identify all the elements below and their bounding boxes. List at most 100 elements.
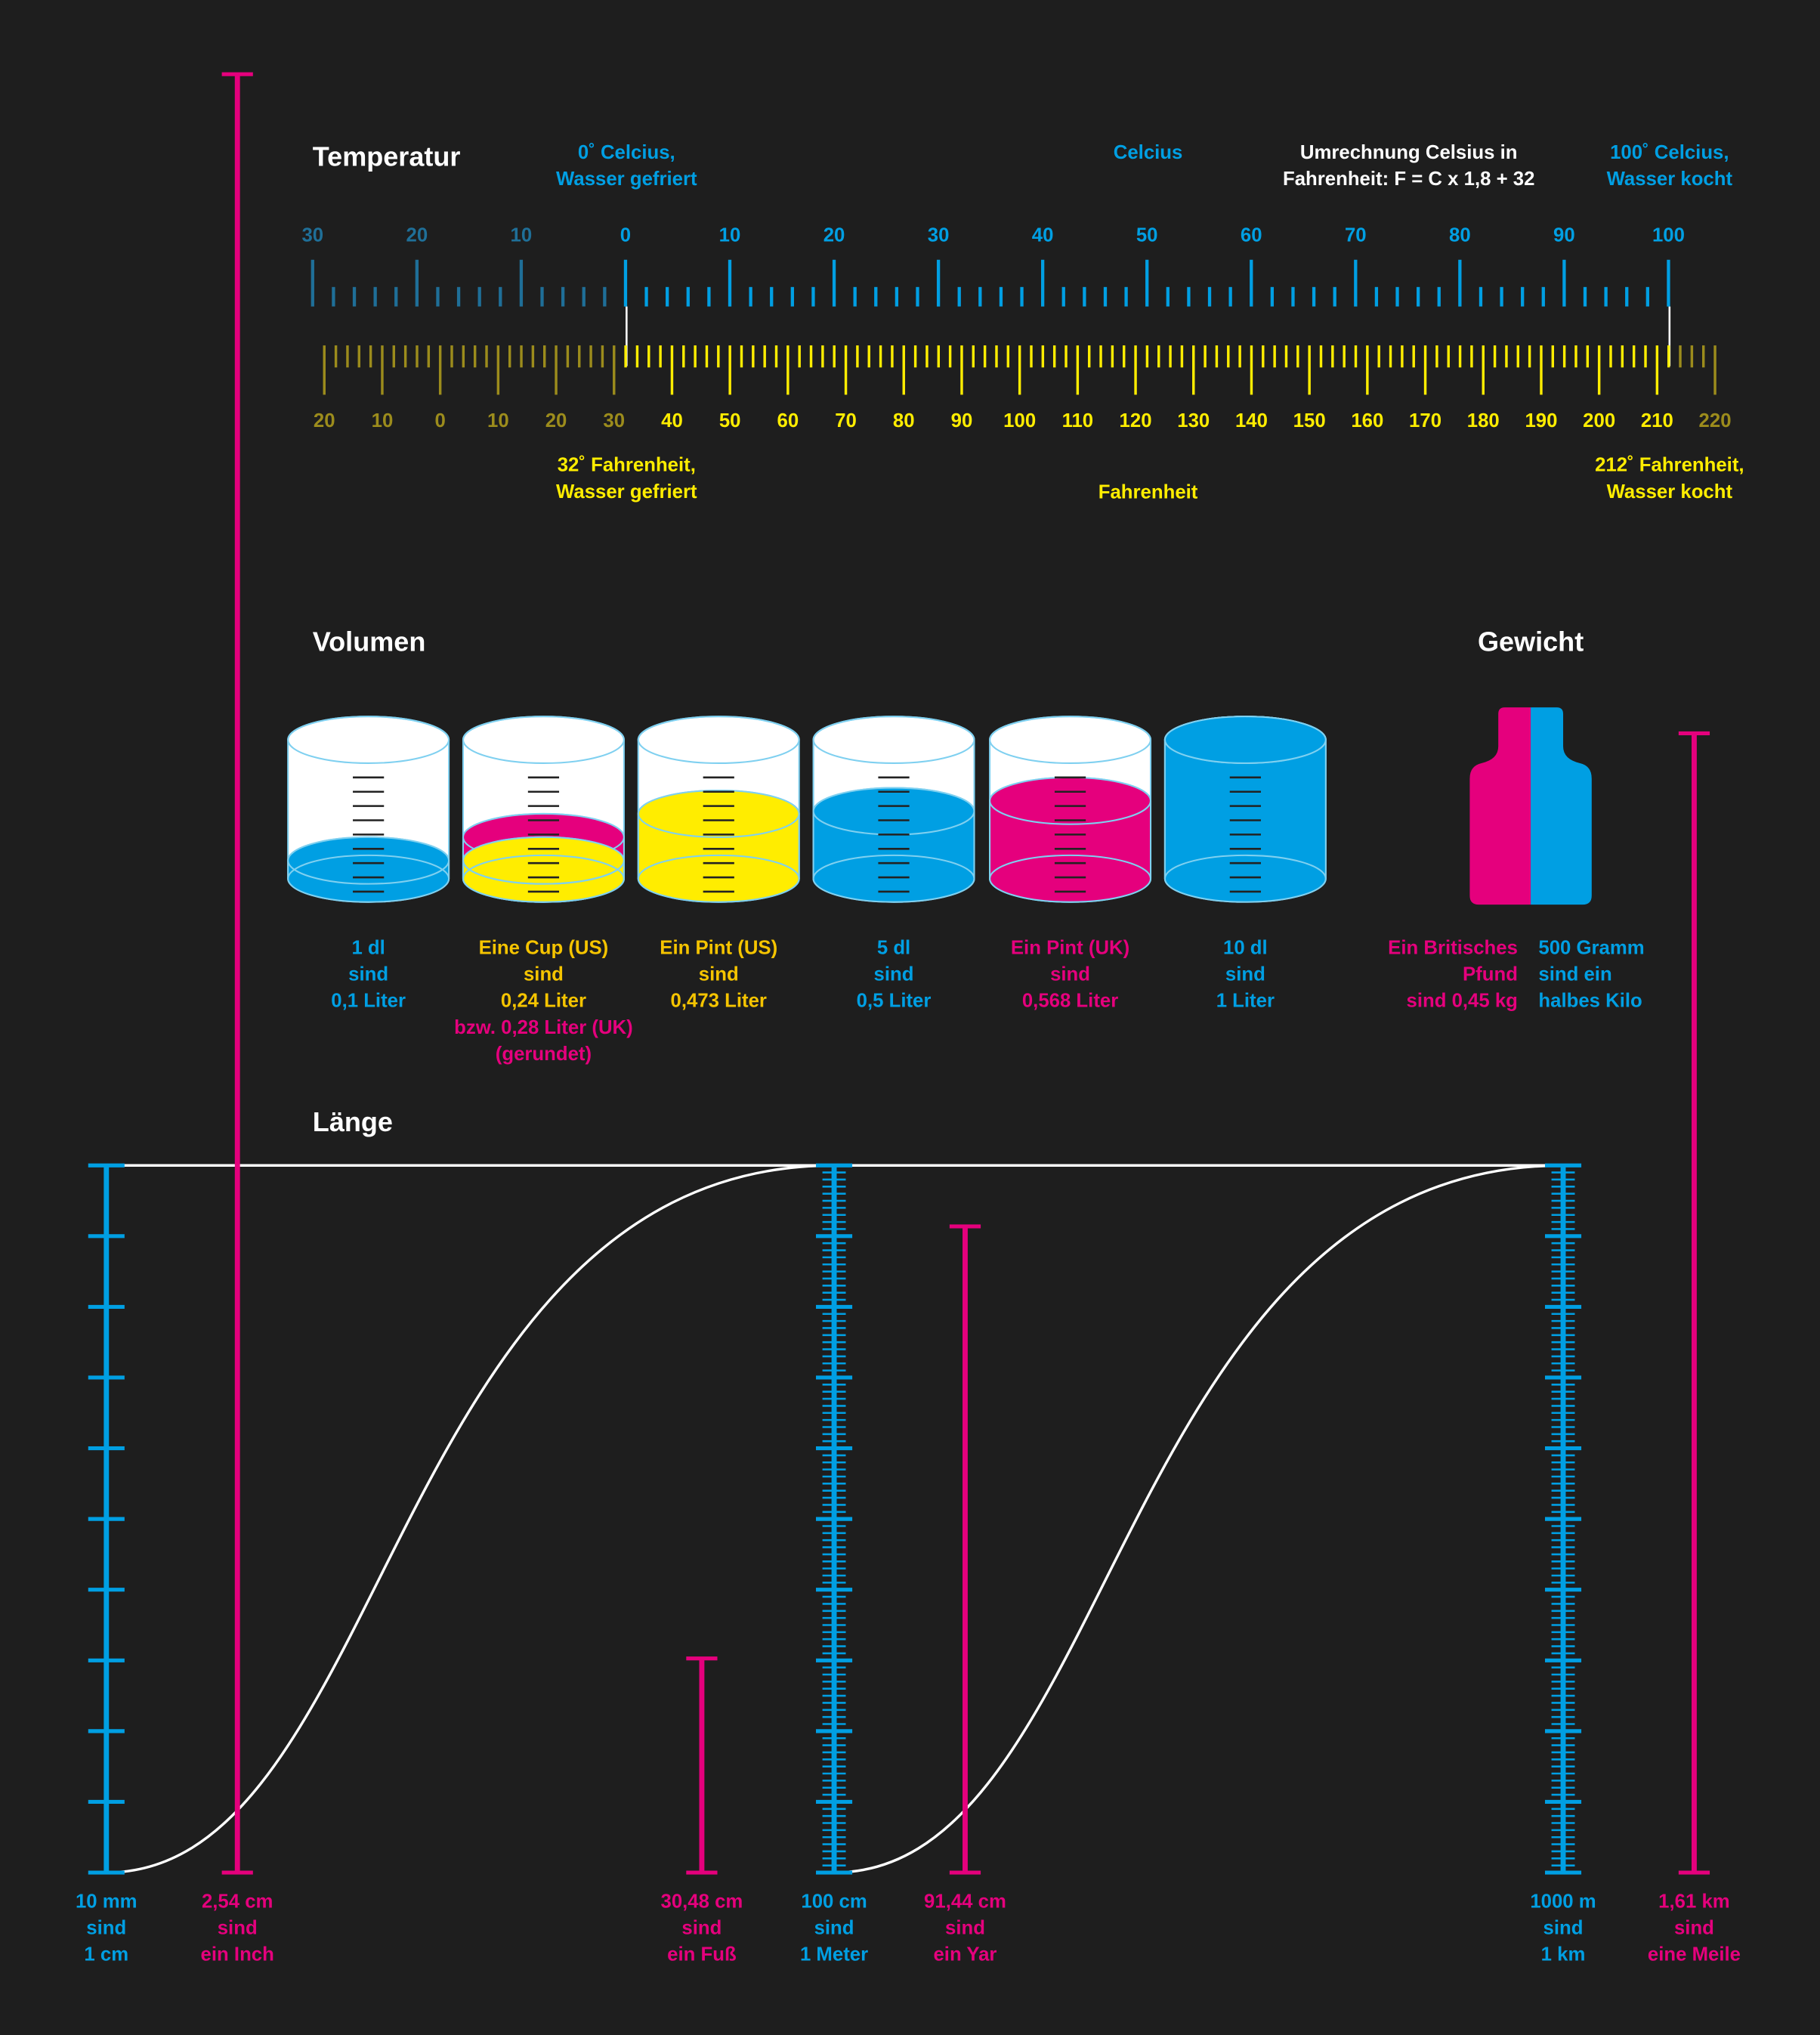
caption: 0,473 Liter: [671, 991, 767, 1012]
caption: 10 mm: [76, 1891, 138, 1912]
celsius-tick-label: 50: [1136, 225, 1158, 246]
section-title: Länge: [313, 1106, 393, 1137]
caption: ein Yar: [933, 1944, 997, 1965]
section-title: Temperatur: [313, 141, 461, 172]
beaker-rim: [287, 716, 450, 764]
annotation: 212˚ Fahrenheit,: [1595, 455, 1744, 476]
scale-label: Celcius: [1114, 142, 1183, 163]
liquid-surface: [287, 836, 450, 885]
fahrenheit-tick-label: 10: [487, 410, 509, 431]
caption: 1 cm: [84, 1944, 128, 1965]
celsius-tick-label: 30: [928, 225, 950, 246]
caption: sind: [1674, 1918, 1714, 1939]
fahrenheit-tick-label: 80: [893, 410, 915, 431]
celsius-tick-label: 30: [301, 225, 323, 246]
celsius-tick-label: 40: [1032, 225, 1054, 246]
liquid-boundary: [462, 860, 625, 885]
caption: sind: [1050, 963, 1090, 985]
fahrenheit-tick-label: 210: [1641, 410, 1673, 431]
fahrenheit-tick-label: 120: [1120, 410, 1152, 431]
beaker-rim: [989, 716, 1152, 764]
weight-left: [1469, 697, 1531, 905]
caption: ein Inch: [201, 1944, 274, 1965]
caption: Eine Cup (US): [479, 937, 609, 958]
fahrenheit-tick-label: 70: [835, 410, 857, 431]
fahrenheit-tick-label: 150: [1293, 410, 1326, 431]
caption: 500 Gramm: [1538, 937, 1644, 958]
fahrenheit-tick-label: 130: [1177, 410, 1210, 431]
fahrenheit-tick-label: 160: [1351, 410, 1383, 431]
fahrenheit-tick-label: 110: [1062, 410, 1094, 431]
weight-right: [1531, 697, 1592, 905]
celsius-tick-label: 90: [1553, 225, 1575, 246]
annotation: Wasser gefriert: [556, 481, 697, 503]
caption: 0,568 Liter: [1022, 991, 1118, 1012]
caption: 100 cm: [801, 1891, 867, 1912]
fahrenheit-tick-label: 10: [372, 410, 394, 431]
caption: sind: [814, 1918, 854, 1939]
fahrenheit-tick-label: 100: [1003, 410, 1036, 431]
fahrenheit-tick-label: 20: [314, 410, 335, 431]
beaker-base: [287, 854, 450, 879]
caption: sind: [86, 1918, 126, 1939]
fahrenheit-tick-label: 30: [603, 410, 625, 431]
caption: sind: [524, 963, 564, 985]
scale-label: Fahrenheit: [1098, 482, 1198, 503]
caption: 1,61 km: [1658, 1891, 1730, 1912]
caption: eine Meile: [1648, 1944, 1741, 1965]
caption: sind: [218, 1918, 258, 1939]
caption: sind: [348, 963, 388, 985]
liquid-surface: [812, 787, 975, 836]
fahrenheit-tick-label: 60: [777, 410, 799, 431]
beaker-base: [462, 854, 625, 879]
fahrenheit-tick-label: 20: [545, 410, 567, 431]
fahrenheit-tick-label: 190: [1525, 410, 1557, 431]
caption: 5 dl: [877, 937, 910, 958]
liquid-surface: [637, 789, 800, 838]
caption: 0,24 Liter: [501, 991, 586, 1012]
fahrenheit-tick-label: 140: [1235, 410, 1268, 431]
caption: sind 0,45 kg: [1407, 991, 1518, 1012]
caption: sind: [1543, 1918, 1584, 1939]
caption: 1 Meter: [800, 1944, 868, 1965]
annotation: Wasser gefriert: [556, 169, 697, 190]
celsius-tick-label: 10: [719, 225, 741, 246]
beaker-rim: [1163, 716, 1327, 764]
caption: ein Fuß: [667, 1944, 737, 1965]
caption: bzw. 0,28 Liter (UK): [454, 1017, 633, 1038]
annotation: 0˚ Celcius,: [578, 142, 675, 163]
celsius-tick-label: 60: [1241, 225, 1262, 246]
caption: 91,44 cm: [924, 1891, 1006, 1912]
beaker-rim: [812, 716, 975, 764]
caption: 0,1 Liter: [331, 991, 406, 1012]
annotation: Fahrenheit: F = C x 1,8 + 32: [1283, 169, 1534, 190]
celsius-tick-label: 20: [406, 225, 428, 246]
annotation: 100˚ Celcius,: [1610, 142, 1729, 163]
section-title: Gewicht: [1478, 626, 1584, 657]
caption: 1 Liter: [1216, 991, 1275, 1012]
beaker-base: [1163, 854, 1327, 879]
annotation: Wasser kocht: [1607, 169, 1733, 190]
fahrenheit-tick-label: 0: [434, 410, 445, 431]
fahrenheit-tick-label: 180: [1467, 410, 1500, 431]
caption: 2,54 cm: [202, 1891, 273, 1912]
caption: sind: [681, 1918, 722, 1939]
celsius-tick-label: 20: [823, 225, 845, 246]
caption: 1 km: [1541, 1944, 1586, 1965]
celsius-tick-label: 10: [511, 225, 533, 246]
caption: 0,5 Liter: [857, 991, 932, 1012]
fahrenheit-tick-label: 170: [1409, 410, 1441, 431]
celsius-tick-label: 80: [1449, 225, 1471, 246]
beaker-base: [812, 854, 975, 879]
caption: 1000 m: [1530, 1891, 1596, 1912]
caption: sind ein: [1538, 963, 1611, 985]
zoom-curve: [834, 1164, 1564, 1874]
fahrenheit-tick-label: 40: [661, 410, 683, 431]
beaker-base: [989, 854, 1152, 879]
caption: 30,48 cm: [661, 1891, 743, 1912]
annotation: Umrechnung Celsius in: [1300, 142, 1518, 163]
caption: Ein Pint (US): [660, 937, 777, 958]
caption: sind: [874, 963, 914, 985]
